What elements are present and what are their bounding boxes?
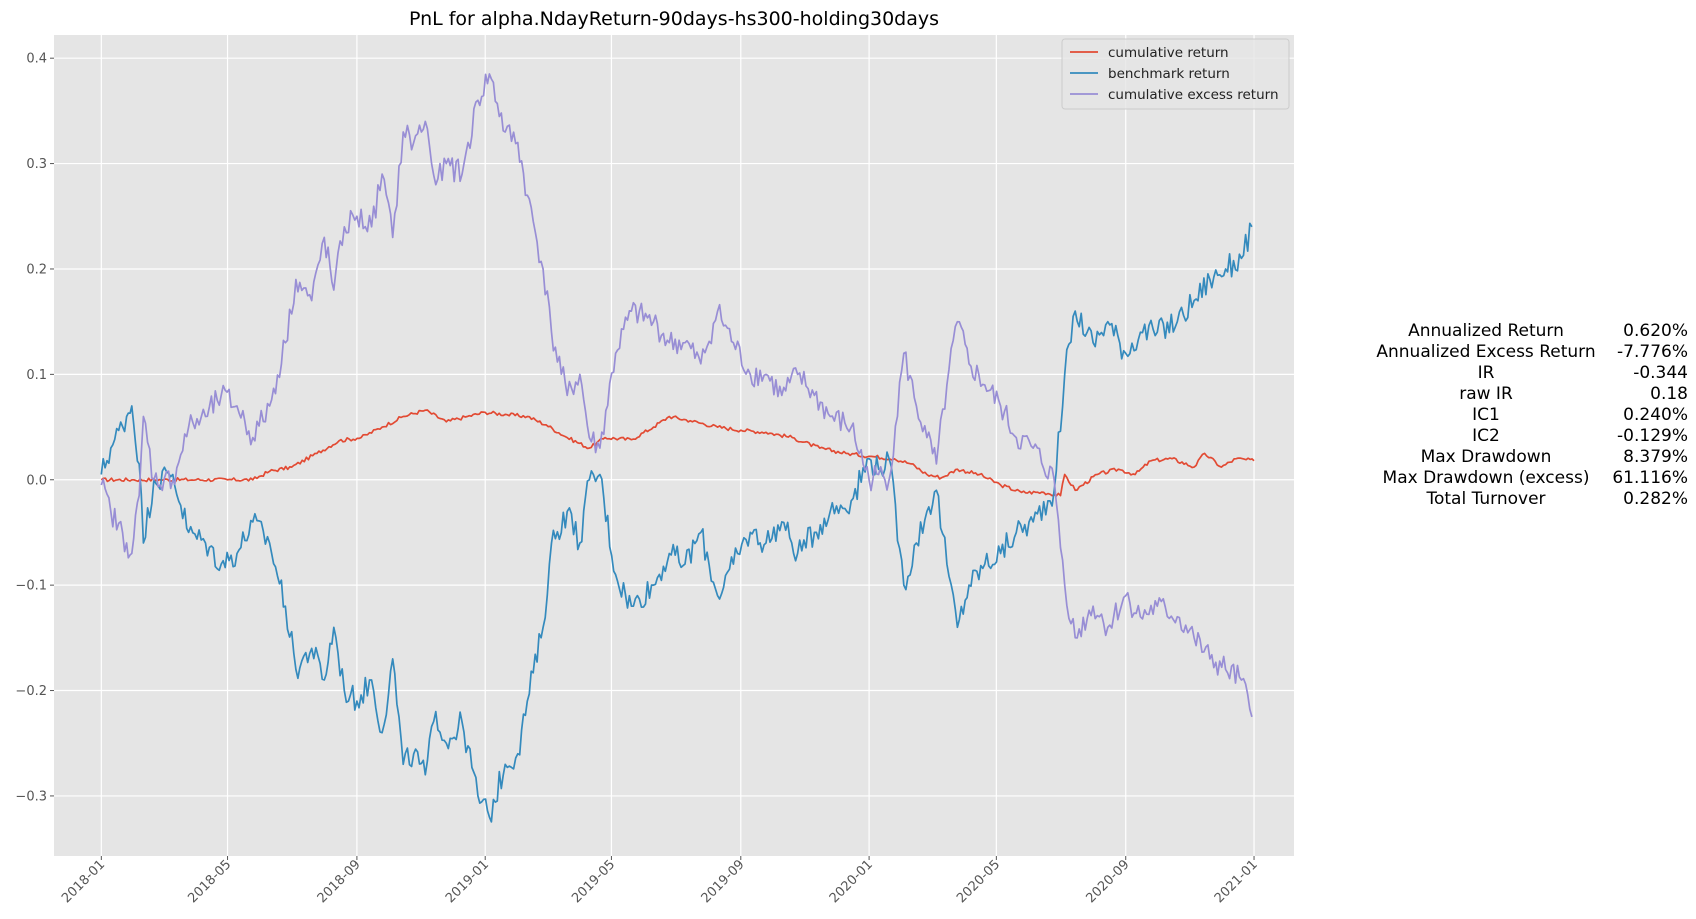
grid-lines <box>54 35 1294 856</box>
stats-value: 0.282% <box>1623 489 1688 509</box>
legend: cumulative return benchmark return cumulat… <box>1061 38 1290 110</box>
y-tick-label: −0.2 <box>15 684 47 699</box>
x-tick-label: 2021-01 <box>1212 857 1261 906</box>
stats-label: Annualized Return <box>1408 321 1564 341</box>
stats-label: IR <box>1478 363 1495 383</box>
y-tick-label: 0.2 <box>26 262 47 277</box>
x-tick-label: 2018-09 <box>315 857 364 906</box>
plot-area <box>54 35 1294 856</box>
y-tick-label: 0.3 <box>26 157 47 172</box>
x-tick-label: 2020-01 <box>827 857 876 906</box>
stats-label: Max Drawdown (excess) <box>1383 468 1590 488</box>
stats-value: -7.776% <box>1617 342 1688 362</box>
y-tick-label: −0.1 <box>15 579 47 594</box>
stats-label: Max Drawdown <box>1421 447 1552 467</box>
x-tick-label: 2019-05 <box>569 857 618 906</box>
stats-value: 61.116% <box>1612 468 1688 488</box>
series-line-3 <box>100 73 1253 718</box>
stats-label: IC2 <box>1472 426 1500 446</box>
stats-label: Total Turnover <box>1425 489 1545 509</box>
x-tick-label: 2018-05 <box>185 857 234 906</box>
series-lines <box>100 73 1255 823</box>
legend-box <box>1061 38 1290 110</box>
stats-table: Annualized Return 0.620% Annualized Excess… <box>1376 321 1688 509</box>
y-tick-label: −0.3 <box>15 789 47 804</box>
legend-label: cumulative return <box>1108 45 1229 61</box>
x-tick-label: 2019-01 <box>443 857 492 906</box>
stats-value: -0.129% <box>1617 426 1688 446</box>
stats-value: -0.344 <box>1633 363 1688 383</box>
y-tick-label: 0.4 <box>26 52 47 67</box>
stats-value: 0.240% <box>1623 405 1688 425</box>
stats-value: 0.18 <box>1650 384 1688 404</box>
x-tick-label: 2018-01 <box>59 857 108 906</box>
x-tick-label: 2020-09 <box>1084 857 1133 906</box>
x-tick-label: 2020-05 <box>954 857 1003 906</box>
x-tick-label: 2019-09 <box>699 857 748 906</box>
series-line-1 <box>100 409 1255 497</box>
y-tick-label: 0.0 <box>26 473 47 488</box>
stats-label: raw IR <box>1459 384 1513 404</box>
legend-label: benchmark return <box>1108 66 1230 82</box>
stats-label: Annualized Excess Return <box>1376 342 1595 362</box>
chart-title: PnL for alpha.NdayReturn-90days-hs300-ho… <box>409 8 939 30</box>
legend-label: cumulative excess return <box>1108 87 1279 103</box>
series-line-2 <box>100 222 1253 823</box>
stats-value: 0.620% <box>1623 321 1688 341</box>
stats-label: IC1 <box>1472 405 1500 425</box>
stats-value: 8.379% <box>1623 447 1688 467</box>
y-tick-label: 0.1 <box>26 368 47 383</box>
